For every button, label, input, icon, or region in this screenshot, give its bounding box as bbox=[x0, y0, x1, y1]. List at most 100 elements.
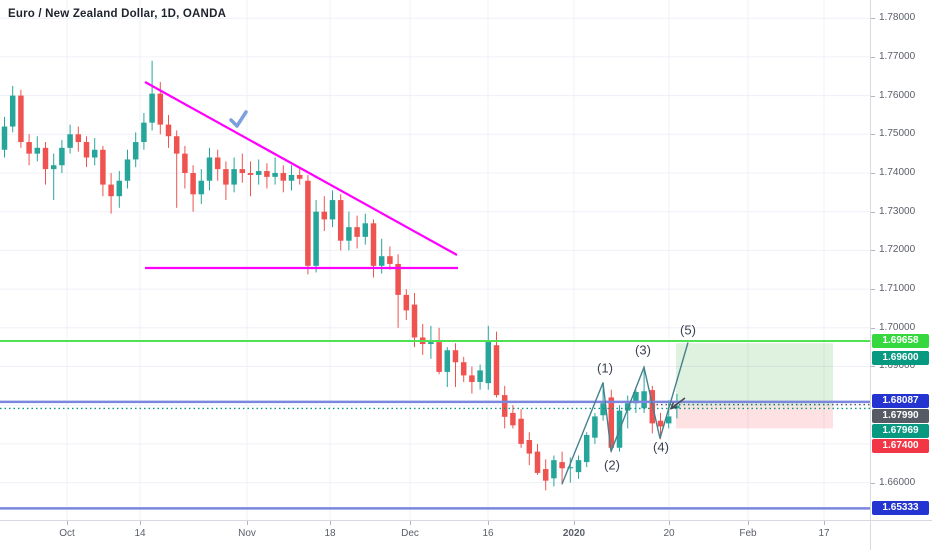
time-axis-label: Dec bbox=[401, 528, 419, 539]
axis-tick bbox=[574, 521, 575, 525]
candle-body bbox=[91, 149, 98, 158]
axis-tick bbox=[871, 173, 875, 174]
price-axis-label: 1.71000 bbox=[871, 282, 931, 296]
time-axis-label: 2020 bbox=[562, 528, 586, 539]
axis-tick bbox=[410, 521, 411, 525]
candle-body bbox=[477, 370, 483, 382]
candle-body bbox=[378, 256, 385, 266]
descending-trendline[interactable] bbox=[144, 81, 458, 256]
price-axis-label: 1.70000 bbox=[871, 321, 931, 335]
candle-body bbox=[665, 416, 672, 424]
candle-body bbox=[272, 172, 278, 177]
candle-body bbox=[124, 159, 131, 181]
candle-body bbox=[288, 174, 295, 181]
candle-body bbox=[510, 412, 516, 426]
time-axis-label: Feb bbox=[739, 528, 757, 539]
axis-tick bbox=[871, 57, 875, 58]
price-axis[interactable]: 1.78000 1.77000 1.76000 1.75000 1.74000 1.730… bbox=[870, 0, 932, 520]
candle-body bbox=[18, 95, 24, 143]
time-axis-label: 14 bbox=[134, 528, 146, 539]
time-axis-label: 18 bbox=[324, 528, 336, 539]
candle-body bbox=[255, 171, 262, 175]
candle-body bbox=[247, 172, 254, 175]
candle-body bbox=[9, 95, 16, 127]
candle-body bbox=[206, 157, 213, 181]
axis-tick bbox=[871, 289, 875, 290]
price-axis-label: 1.73000 bbox=[871, 205, 931, 219]
candle-body bbox=[67, 134, 73, 148]
candle-body bbox=[428, 342, 434, 345]
candle-body bbox=[542, 469, 549, 481]
candle-body bbox=[296, 174, 303, 179]
chart-plot[interactable]: (1) (2) (3) (4) (5) bbox=[0, 0, 870, 520]
candle-body bbox=[141, 122, 147, 143]
axis-tick bbox=[871, 212, 875, 213]
candle-body bbox=[526, 440, 533, 454]
candle-body bbox=[329, 200, 336, 220]
candle-body bbox=[370, 223, 377, 266]
wave-label: (5) bbox=[680, 322, 696, 337]
wave-label: (1) bbox=[597, 360, 613, 375]
axis-tick bbox=[748, 521, 749, 525]
candle-body bbox=[190, 172, 196, 195]
candle-body bbox=[592, 416, 598, 438]
axis-tick bbox=[871, 250, 875, 251]
candle-body bbox=[387, 256, 393, 264]
chart-title: Euro / New Zealand Dollar, 1D, OANDA bbox=[8, 8, 227, 20]
candle-body bbox=[403, 294, 410, 311]
price-tag: 1.67969 bbox=[872, 424, 929, 438]
axis-corner bbox=[870, 520, 932, 550]
position-profit-zone[interactable] bbox=[676, 343, 833, 407]
candle-body bbox=[149, 93, 155, 123]
price-tag: 1.65333 bbox=[872, 501, 929, 515]
checkmark-icon[interactable] bbox=[229, 110, 248, 128]
candle-body bbox=[198, 180, 205, 195]
candle-body bbox=[157, 93, 164, 125]
candle-body bbox=[132, 142, 139, 160]
candle-body bbox=[493, 345, 500, 396]
position-loss-zone[interactable] bbox=[676, 406, 833, 429]
price-axis-label: 1.72000 bbox=[871, 243, 931, 257]
candle-body bbox=[354, 227, 360, 237]
axis-tick bbox=[488, 521, 489, 525]
candle-body bbox=[264, 171, 270, 177]
candle-body bbox=[116, 180, 123, 197]
axis-tick bbox=[67, 521, 68, 525]
candle-body bbox=[469, 375, 475, 382]
candle-body bbox=[165, 124, 172, 137]
candle-body bbox=[108, 184, 114, 197]
candle-body bbox=[75, 134, 82, 143]
entry-arrow-head bbox=[669, 402, 678, 410]
candle-body bbox=[34, 147, 41, 154]
candle-body bbox=[59, 147, 65, 166]
chart-canvas[interactable]: (1) (2) (3) (4) (5) Euro / New Zealand Dolla… bbox=[0, 0, 870, 520]
time-axis-label: 20 bbox=[663, 528, 675, 539]
time-axis-label: Oct bbox=[59, 528, 75, 539]
price-axis-label: 1.78000 bbox=[871, 11, 931, 25]
candle-body bbox=[239, 169, 246, 173]
candle-body bbox=[223, 169, 229, 185]
candle-body bbox=[518, 418, 524, 444]
candle-body bbox=[50, 165, 57, 170]
elliott-wave-line[interactable] bbox=[561, 342, 689, 485]
candle-body bbox=[42, 147, 49, 170]
time-axis[interactable]: Oct 14 Nov 18 Dec 16 2020 20 Feb 17 bbox=[0, 520, 870, 550]
axis-tick bbox=[330, 521, 331, 525]
candle-body bbox=[182, 153, 188, 173]
candle-body bbox=[321, 211, 328, 220]
candle-body bbox=[534, 451, 541, 473]
candle-body bbox=[395, 263, 401, 295]
candle-body bbox=[567, 467, 574, 469]
candle-body bbox=[362, 223, 369, 237]
price-tag: 1.68087 bbox=[872, 394, 929, 408]
price-axis-label: 1.77000 bbox=[871, 50, 931, 64]
candle-body bbox=[608, 397, 615, 448]
axis-tick bbox=[247, 521, 248, 525]
candle-body bbox=[173, 136, 180, 154]
axis-tick bbox=[871, 134, 875, 135]
time-axis-label: Nov bbox=[238, 528, 256, 539]
candle-body bbox=[214, 157, 221, 170]
candle-body bbox=[657, 420, 664, 427]
candle-body bbox=[551, 460, 557, 479]
entry-arrow-icon[interactable] bbox=[670, 397, 686, 410]
